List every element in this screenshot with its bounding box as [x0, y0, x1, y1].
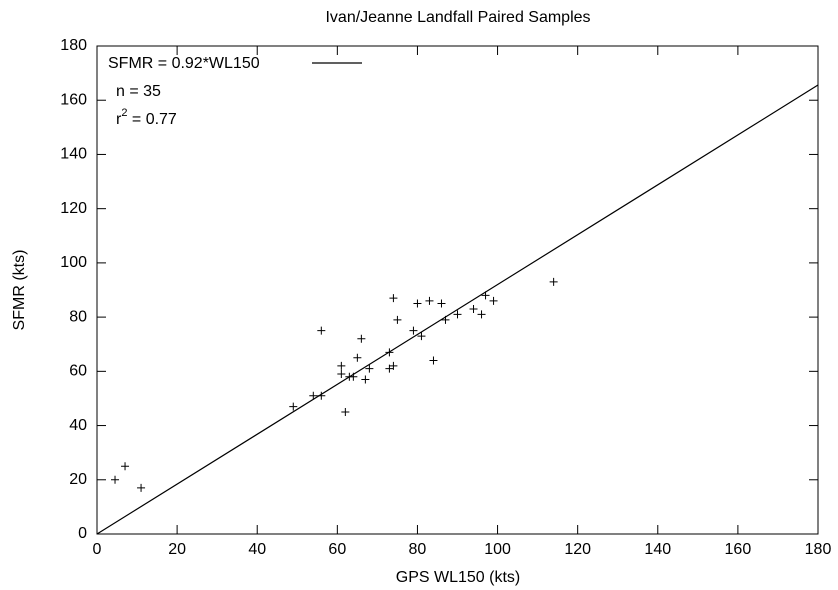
point — [337, 370, 346, 379]
point — [437, 299, 446, 308]
point — [385, 364, 394, 373]
point — [357, 334, 366, 343]
y-tick-label: 160 — [60, 91, 87, 108]
y-tick-label: 140 — [60, 146, 87, 163]
point — [353, 353, 362, 362]
x-tick-label: 120 — [564, 541, 591, 558]
point — [393, 315, 402, 324]
annotation: r2 = 0.77 — [116, 107, 177, 128]
point — [361, 375, 370, 384]
y-tick-label: 100 — [60, 254, 87, 271]
annotation-rest: = 0.77 — [127, 111, 176, 128]
point — [549, 277, 558, 286]
point — [413, 299, 422, 308]
x-tick-label: 180 — [805, 541, 832, 558]
x-tick-label: 20 — [168, 541, 186, 558]
y-tick-label: 180 — [60, 37, 87, 54]
y-tick-label: 40 — [69, 417, 87, 434]
chart-title: Ivan/Jeanne Landfall Paired Samples — [325, 9, 590, 26]
x-tick-label: 160 — [725, 541, 752, 558]
x-tick-label: 0 — [93, 541, 102, 558]
point — [409, 326, 418, 335]
point — [341, 408, 350, 416]
y-tick-label: 60 — [69, 363, 87, 380]
x-tick-label: 100 — [484, 541, 511, 558]
point — [121, 462, 130, 471]
point — [309, 391, 318, 400]
point — [111, 475, 120, 484]
y-tick-label: 80 — [69, 308, 87, 325]
point — [489, 296, 498, 305]
y-tick-label: 0 — [78, 525, 87, 542]
point — [365, 364, 374, 373]
x-tick-label: 80 — [409, 541, 427, 558]
annotation-sup: 2 — [121, 107, 127, 119]
fit-line — [96, 84, 819, 535]
annotation: n = 35 — [116, 83, 161, 100]
x-axis-label: GPS WL150 (kts) — [396, 569, 520, 586]
point — [389, 294, 398, 303]
point — [317, 326, 326, 335]
point — [289, 402, 298, 411]
point — [469, 304, 478, 313]
x-tick-label: 140 — [644, 541, 671, 558]
point — [337, 361, 346, 370]
point — [425, 296, 434, 305]
y-axis-label: SFMR (kts) — [11, 250, 28, 331]
legend-label: SFMR = 0.92*WL150 — [108, 55, 260, 72]
plot-frame — [96, 45, 819, 535]
x-tick-label: 40 — [248, 541, 266, 558]
point — [453, 310, 462, 319]
x-tick-label: 60 — [328, 541, 346, 558]
point — [429, 356, 438, 365]
annotation-base: r — [116, 111, 122, 128]
y-tick-label: 20 — [69, 471, 87, 488]
point — [137, 483, 146, 492]
point — [417, 332, 426, 341]
point — [477, 310, 486, 319]
point — [389, 361, 398, 370]
y-tick-label: 120 — [60, 200, 87, 217]
